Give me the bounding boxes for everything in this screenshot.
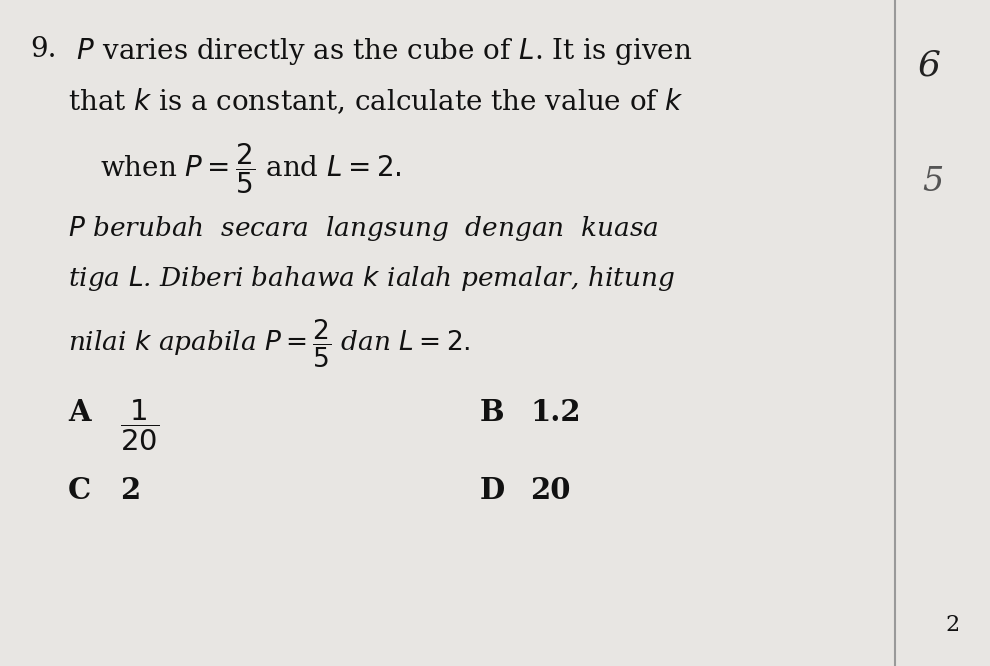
Text: tiga $L$. Diberi bahawa $k$ ialah pemalar, hitung: tiga $L$. Diberi bahawa $k$ ialah pemala… (68, 264, 675, 293)
Text: nilai $k$ apabila $P = \dfrac{2}{5}$ dan $L = 2.$: nilai $k$ apabila $P = \dfrac{2}{5}$ dan… (68, 318, 470, 370)
Text: D: D (480, 476, 505, 505)
Text: C: C (68, 476, 91, 505)
Text: 5: 5 (922, 166, 943, 198)
Text: 2: 2 (945, 614, 960, 636)
Text: A: A (68, 398, 91, 427)
Text: 9.: 9. (30, 36, 56, 63)
Text: B: B (480, 398, 505, 427)
Text: 6: 6 (918, 48, 941, 82)
Text: 1.2: 1.2 (530, 398, 580, 427)
Text: when $P = \dfrac{2}{5}$ and $L = 2.$: when $P = \dfrac{2}{5}$ and $L = 2.$ (100, 141, 402, 196)
Text: 20: 20 (530, 476, 570, 505)
Text: 2: 2 (120, 476, 141, 505)
Text: $P$ berubah  secara  langsung  dengan  kuasa: $P$ berubah secara langsung dengan kuasa (68, 214, 658, 243)
Text: that $k$ is a constant, calculate the value of $k$: that $k$ is a constant, calculate the va… (68, 86, 684, 116)
Text: $P$ varies directly as the cube of $L$. It is given: $P$ varies directly as the cube of $L$. … (68, 36, 693, 67)
Text: $\dfrac{1}{20}$: $\dfrac{1}{20}$ (120, 398, 159, 453)
